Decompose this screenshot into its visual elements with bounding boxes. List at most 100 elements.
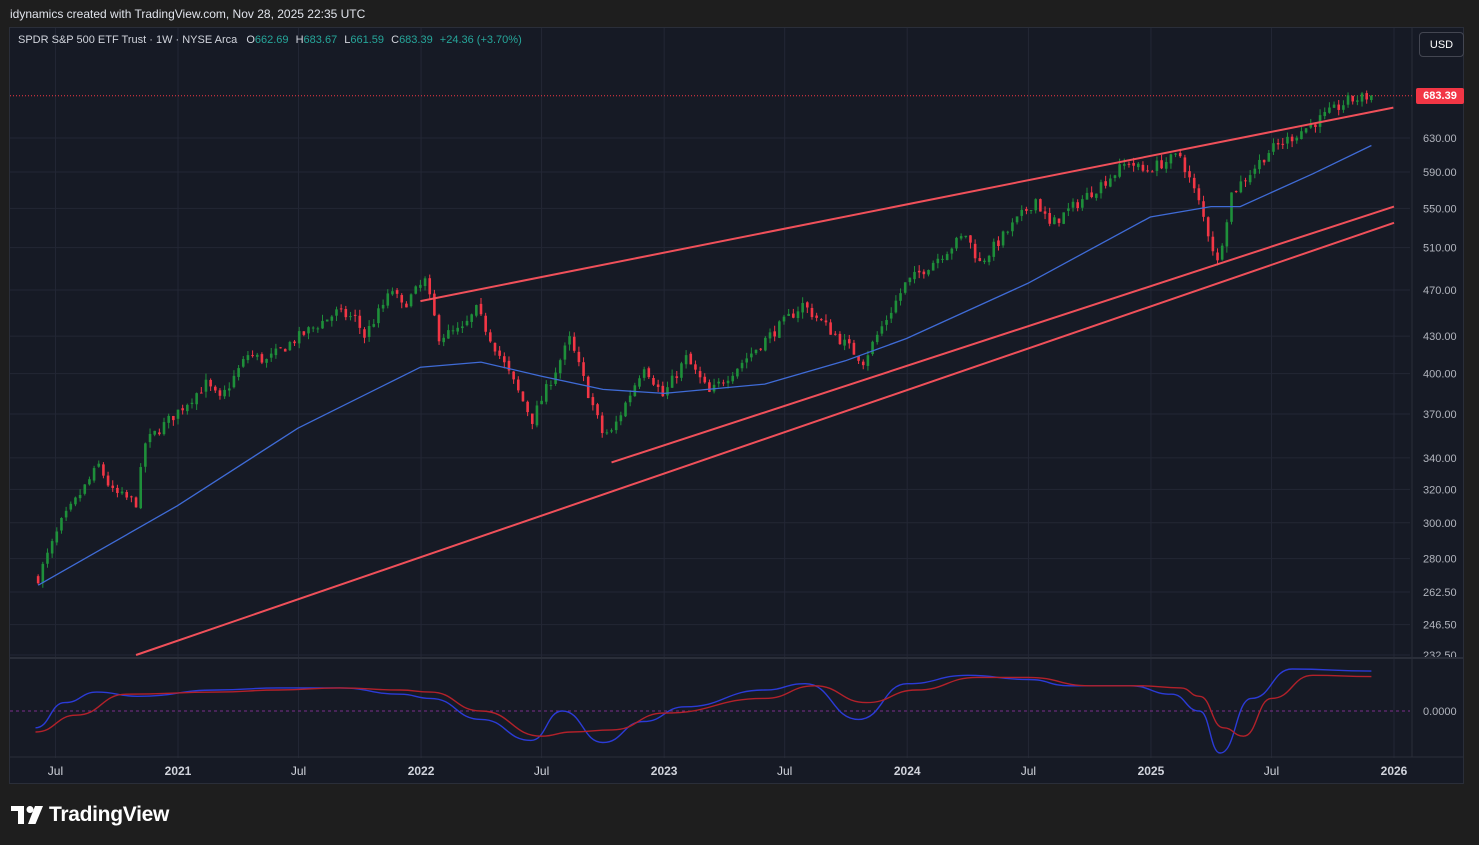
candle-body — [983, 260, 986, 263]
candle-body — [288, 342, 292, 351]
candle-body — [1188, 171, 1191, 178]
candle-body — [1113, 175, 1117, 178]
candle-body — [815, 315, 818, 318]
candle-body — [297, 331, 301, 344]
candle-body — [321, 320, 324, 329]
time-tick-label: Jul — [291, 764, 306, 778]
candle-body — [1262, 159, 1266, 163]
candle-body — [647, 368, 651, 378]
time-tick-label: Jul — [534, 764, 549, 778]
candles-group — [36, 90, 1373, 588]
candle-body — [200, 392, 203, 394]
tradingview-logo[interactable]: TradingView — [11, 803, 169, 827]
candle-body — [447, 330, 450, 339]
candle-body — [745, 358, 749, 363]
time-tick-label: 2022 — [408, 764, 435, 778]
candle-body — [773, 331, 776, 337]
candle-body — [358, 315, 362, 328]
candle-body — [167, 415, 170, 423]
candle-body — [950, 248, 954, 254]
candle-body — [1328, 107, 1331, 113]
price-tick-label: 370.00 — [1423, 409, 1457, 421]
candle-body — [1346, 95, 1350, 105]
candle-body — [600, 415, 604, 434]
candle-body — [1025, 209, 1028, 211]
candle-body — [428, 278, 432, 295]
candle-body — [955, 237, 958, 249]
candle-body — [973, 243, 977, 259]
candle-body — [1216, 252, 1219, 261]
candle-body — [535, 405, 539, 426]
candle-body — [1281, 143, 1285, 145]
candle-body — [134, 497, 138, 508]
candle-body — [675, 376, 679, 378]
price-tick-label: 430.00 — [1423, 331, 1457, 343]
candle-body — [633, 385, 637, 397]
candle-body — [102, 464, 105, 476]
candle-body — [325, 319, 329, 322]
candle-body — [88, 479, 91, 485]
last-price-label: 683.39 — [1416, 88, 1464, 104]
symbol-legend: SPDR S&P 500 ETF Trust · 1W · NYSE Arca … — [18, 34, 522, 46]
candle-body — [1150, 171, 1154, 173]
candle-body — [1146, 170, 1149, 172]
candle-body — [624, 402, 627, 417]
candle-body — [507, 360, 511, 371]
oscillator-fast-line — [35, 668, 1372, 754]
candle-body — [1006, 231, 1010, 233]
candle-body — [726, 380, 730, 384]
close-value: 683.39 — [399, 34, 433, 46]
candle-body — [796, 311, 800, 319]
candle-body — [516, 379, 520, 391]
candle-body — [1365, 93, 1368, 100]
candle-body — [582, 362, 585, 376]
price-tick-label: 470.00 — [1423, 285, 1457, 297]
candle-body — [917, 270, 921, 273]
candle-body — [181, 408, 184, 411]
candle-body — [792, 313, 795, 318]
candle-body — [279, 347, 282, 349]
candle-body — [106, 475, 110, 486]
candle-body — [237, 368, 240, 377]
candle-body — [1029, 209, 1033, 211]
candle-body — [1342, 105, 1345, 110]
candle-body — [936, 258, 940, 264]
time-tick-label: 2025 — [1138, 764, 1165, 778]
candle-body — [111, 485, 115, 488]
candle-body — [703, 376, 707, 383]
candle-body — [1220, 245, 1224, 260]
candle-body — [857, 355, 860, 361]
candle-body — [419, 284, 422, 288]
candle-body — [344, 308, 348, 318]
candle-body — [558, 360, 562, 374]
time-tick-label: 2024 — [894, 764, 921, 778]
price-tick-label: 262.50 — [1423, 587, 1457, 599]
candle-body — [456, 327, 459, 332]
candle-body — [241, 359, 245, 367]
candle-body — [74, 497, 77, 505]
symbol-name: SPDR S&P 500 ETF Trust · 1W · NYSE Arca — [18, 34, 238, 46]
price-tick-label: 300.00 — [1423, 518, 1457, 530]
candle-body — [400, 295, 404, 303]
candle-body — [1276, 143, 1280, 145]
time-tick-label: Jul — [1264, 764, 1279, 778]
candle-body — [1197, 188, 1201, 201]
candle-body — [381, 304, 385, 309]
candle-body — [1053, 217, 1056, 225]
candle-body — [899, 293, 902, 301]
candle-body — [255, 354, 259, 357]
candle-body — [1141, 164, 1145, 171]
candle-body — [638, 378, 641, 387]
candle-body — [871, 341, 874, 355]
attribution-text: idynamics created with TradingView.com, … — [10, 7, 366, 21]
candle-body — [656, 384, 660, 388]
candle-body — [1127, 163, 1131, 165]
candle-body — [60, 518, 63, 531]
oscillator-slow-line — [35, 674, 1372, 737]
candle-body — [1192, 177, 1196, 189]
candle-body — [1076, 202, 1079, 209]
currency-button[interactable]: USD — [1419, 32, 1464, 57]
candle-body — [941, 258, 944, 260]
candle-body — [1248, 175, 1252, 183]
